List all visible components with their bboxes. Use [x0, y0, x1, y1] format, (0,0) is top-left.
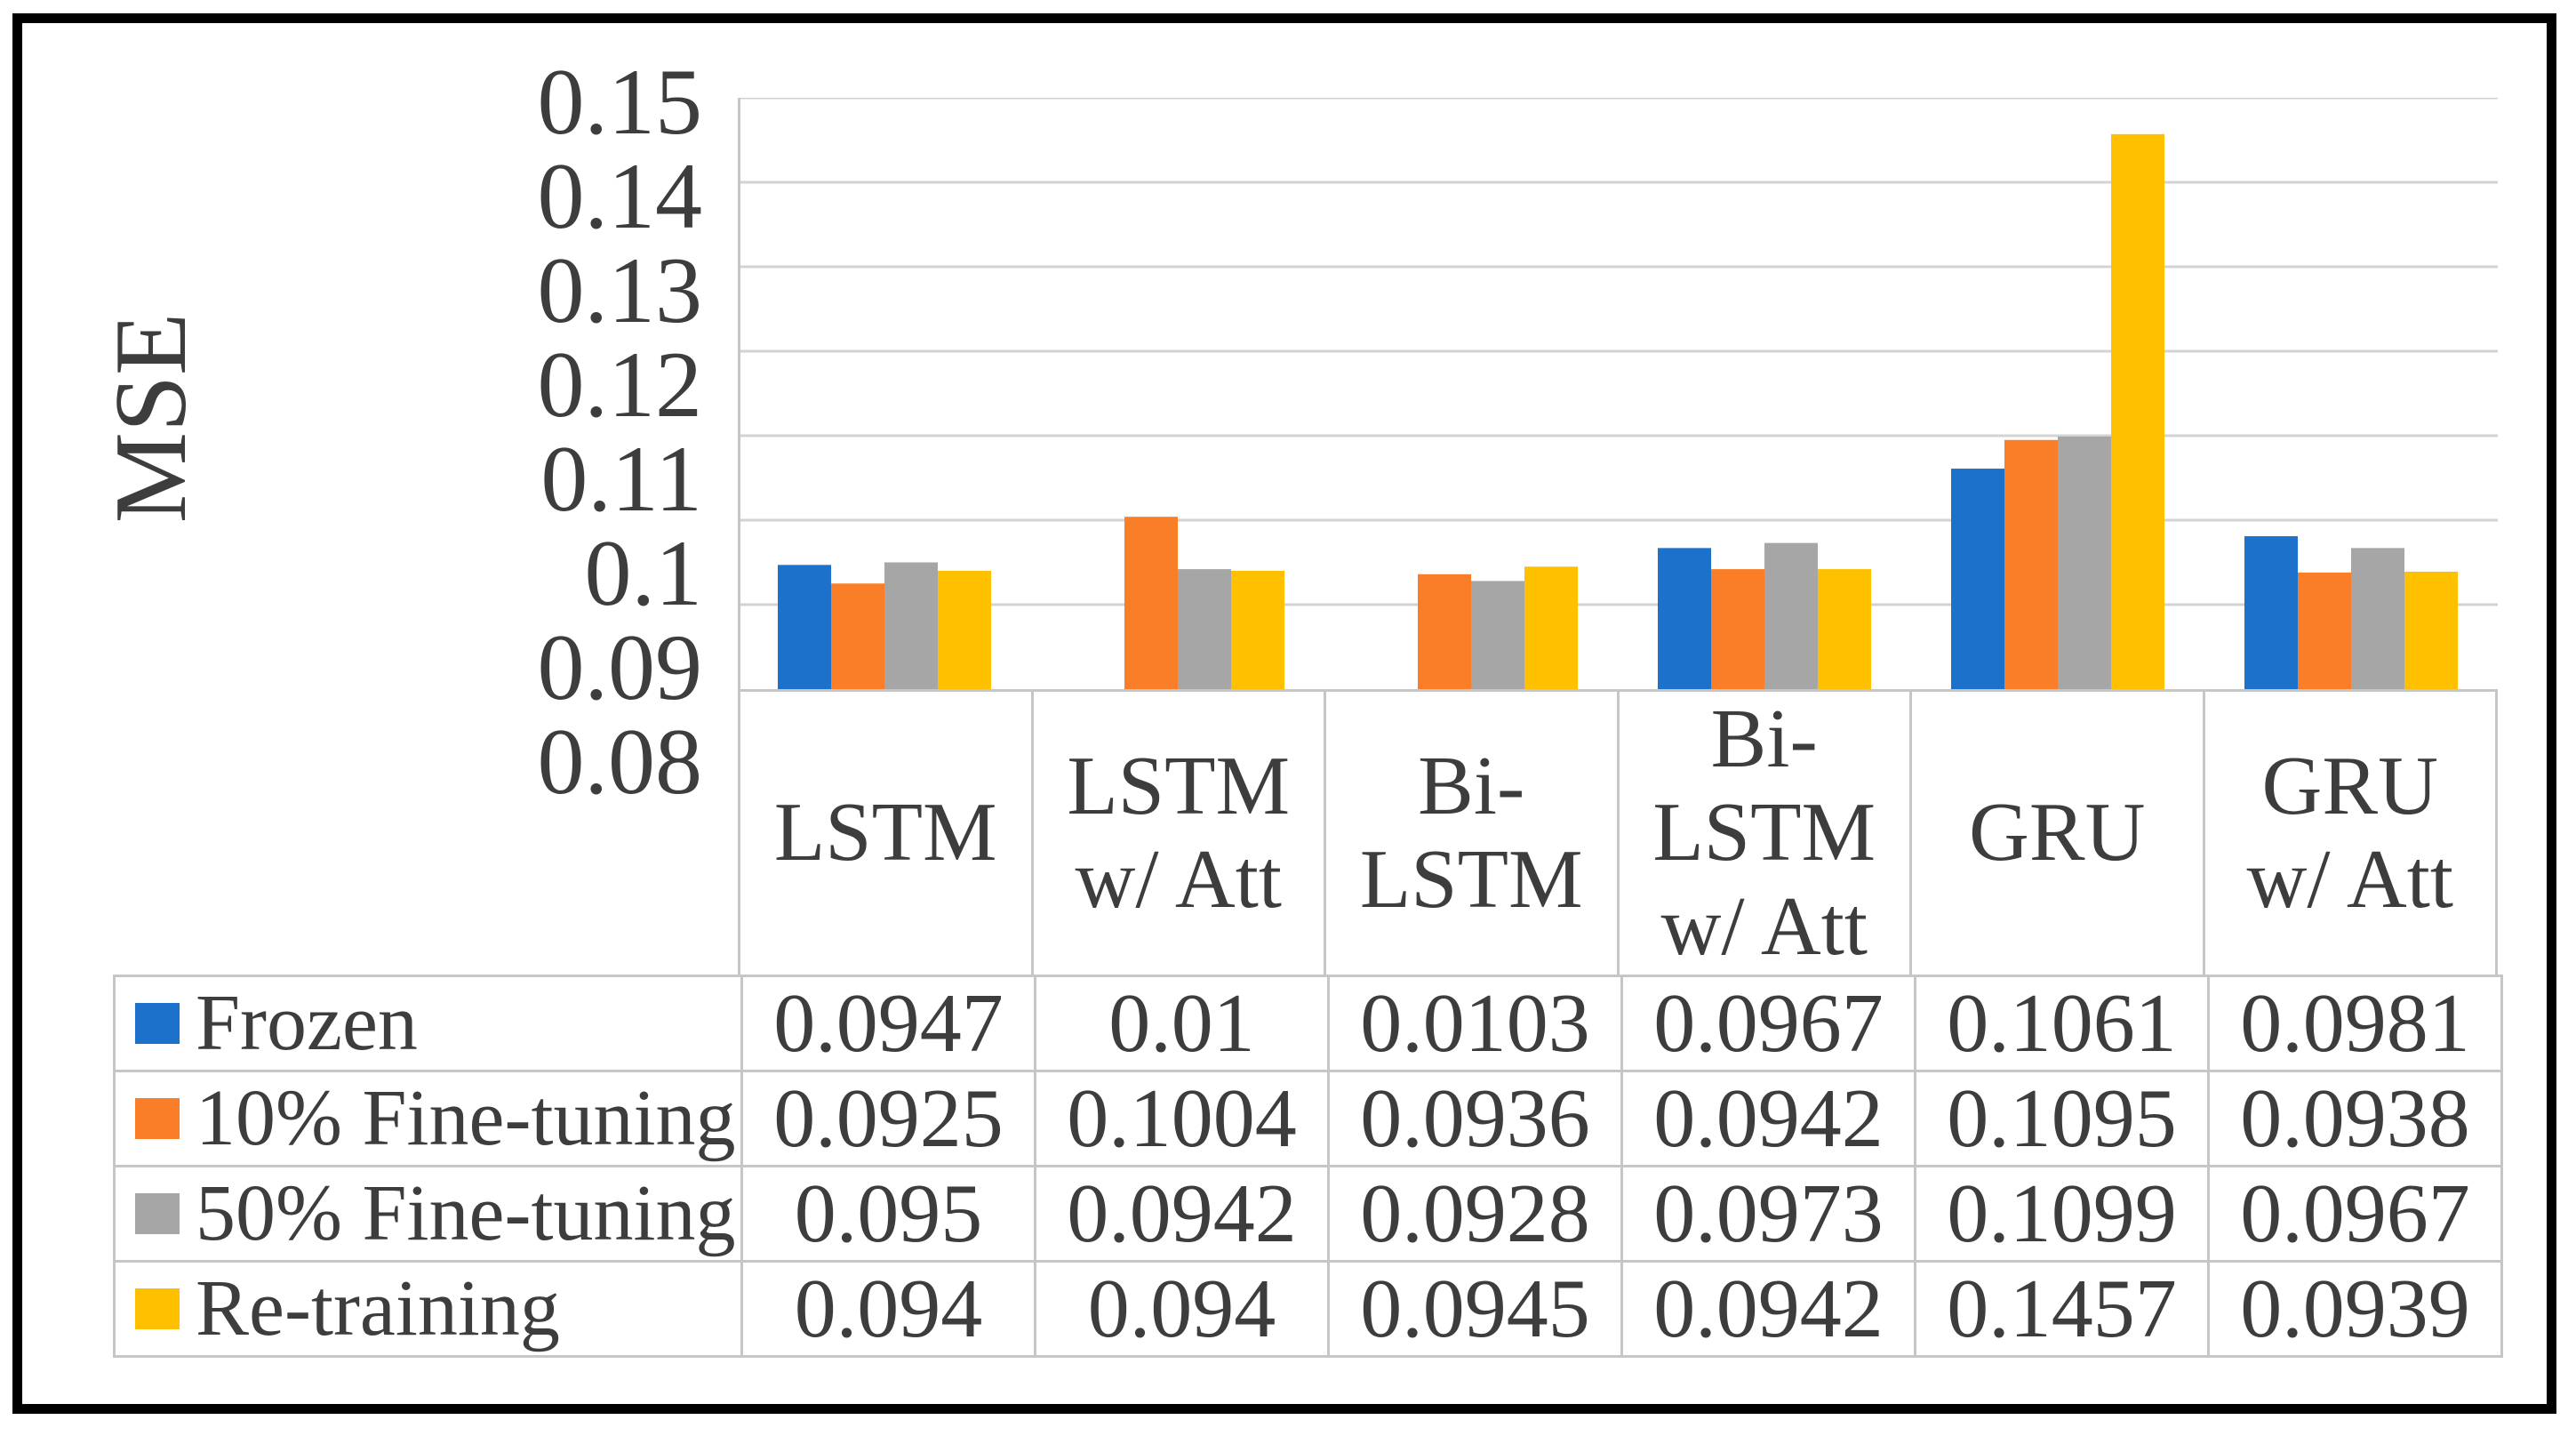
value-cell: 0.0947 [740, 977, 1034, 1070]
data-table-body: Frozen 0.0947 0.01 0.0103 0.0967 0.1061 … [113, 975, 2503, 1358]
value-cell: 0.1457 [1914, 1263, 2207, 1355]
bar-10-fine-tuning-bi-lstm [1418, 574, 1471, 689]
y-tick-label: 0.13 [537, 238, 703, 342]
table-row: Frozen 0.0947 0.01 0.0103 0.0967 0.1061 … [116, 975, 2500, 1070]
bar-re-training-gru [2111, 133, 2164, 689]
bar-50-fine-tuning-bi-lstm [1471, 581, 1524, 689]
value-cell: 0.1004 [1034, 1072, 1327, 1165]
value-cell: 0.0942 [1034, 1167, 1327, 1260]
value-cell: 0.0942 [1620, 1263, 1914, 1355]
legend-swatch-frozen [135, 1003, 180, 1044]
value-cell: 0.0939 [2207, 1263, 2500, 1355]
value-cell: 0.1095 [1914, 1072, 2207, 1165]
bar-10-fine-tuning-gru-w-att [2298, 572, 2351, 689]
value-cell: 0.0967 [2207, 1167, 2500, 1260]
bar-10-fine-tuning-lstm [831, 583, 884, 689]
bar-plot-area [738, 98, 2498, 689]
legend-swatch-10pct-fine-tuning [135, 1098, 180, 1139]
value-cell: 0.0938 [2207, 1072, 2500, 1165]
value-cell: 0.0942 [1620, 1072, 1914, 1165]
column-header-lstm: LSTM [738, 692, 1031, 975]
value-cell: 0.0973 [1620, 1167, 1914, 1260]
value-cell: 0.01 [1034, 977, 1327, 1070]
series-label: 10% Fine-tuning [196, 1074, 736, 1162]
value-cell: 0.0928 [1327, 1167, 1620, 1260]
y-tick-label: 0.09 [537, 615, 703, 719]
value-cell: 0.0945 [1327, 1263, 1620, 1355]
series-label: Frozen [196, 979, 418, 1067]
bar-frozen-bi-lstm-w-att [1658, 548, 1711, 689]
column-header-bi-lstm-w-att: Bi- LSTM w/ Att [1616, 692, 1910, 975]
y-tick-label: 0.1 [584, 521, 703, 625]
column-header-lstm-w-att: LSTM w/ Att [1030, 692, 1324, 975]
bar-re-training-lstm [938, 571, 991, 689]
value-cell: 0.1061 [1914, 977, 2207, 1070]
y-tick-label: 0.14 [537, 144, 703, 248]
legend-cell-frozen: Frozen [116, 977, 740, 1070]
bar-frozen-gru-w-att [2244, 536, 2298, 689]
series-label: Re-training [196, 1264, 560, 1352]
table-row: 50% Fine-tuning 0.095 0.0942 0.0928 0.09… [116, 1165, 2500, 1260]
y-axis-title: MSE [94, 312, 207, 524]
series-label: 50% Fine-tuning [196, 1169, 736, 1257]
legend-cell-re-training: Re-training [116, 1263, 740, 1355]
column-header-gru-w-att: GRU w/ Att [2202, 692, 2496, 975]
y-tick-label: 0.08 [537, 710, 703, 814]
value-cell: 0.0936 [1327, 1072, 1620, 1165]
bar-50-fine-tuning-lstm [884, 562, 938, 689]
y-tick-label: 0.11 [540, 427, 702, 531]
bar-50-fine-tuning-gru [2058, 436, 2111, 689]
legend-cell-50pct-fine-tuning: 50% Fine-tuning [116, 1167, 740, 1260]
legend-swatch-50pct-fine-tuning [135, 1193, 180, 1234]
value-cell: 0.0925 [740, 1072, 1034, 1165]
bar-10-fine-tuning-gru [2004, 439, 2058, 689]
value-cell: 0.095 [740, 1167, 1034, 1260]
y-tick-label: 0.12 [537, 333, 703, 437]
y-tick-label: 0.15 [537, 50, 703, 154]
bar-50-fine-tuning-gru-w-att [2351, 548, 2404, 689]
bar-10-fine-tuning-lstm-w-att [1124, 517, 1178, 689]
figure-border-frame [12, 13, 2556, 1414]
legend-cell-10pct-fine-tuning: 10% Fine-tuning [116, 1072, 740, 1165]
value-cell: 0.0967 [1620, 977, 1914, 1070]
bar-50-fine-tuning-bi-lstm-w-att [1764, 542, 1818, 689]
value-cell: 0.0981 [2207, 977, 2500, 1070]
y-axis-tick-labels: 0.15 0.14 0.13 0.12 0.11 0.1 0.09 0.08 [267, 50, 703, 809]
legend-swatch-re-training [135, 1288, 180, 1329]
bar-re-training-bi-lstm [1524, 566, 1578, 689]
bar-re-training-lstm-w-att [1231, 571, 1284, 689]
bar-re-training-bi-lstm-w-att [1818, 569, 1871, 689]
value-cell: 0.094 [1034, 1263, 1327, 1355]
table-header-row: LSTM LSTM w/ Att Bi- LSTM Bi- LSTM w/ At… [738, 689, 2498, 975]
bar-frozen-gru [1951, 469, 2004, 689]
table-row: 10% Fine-tuning 0.0925 0.1004 0.0936 0.0… [116, 1070, 2500, 1165]
column-header-gru: GRU [1909, 692, 2203, 975]
value-cell: 0.0103 [1327, 977, 1620, 1070]
bar-10-fine-tuning-bi-lstm-w-att [1711, 569, 1764, 689]
column-header-bi-lstm: Bi- LSTM [1324, 692, 1617, 975]
bar-frozen-lstm [778, 565, 831, 689]
table-row: Re-training 0.094 0.094 0.0945 0.0942 0.… [116, 1260, 2500, 1355]
value-cell: 0.1099 [1914, 1167, 2207, 1260]
bar-re-training-gru-w-att [2404, 571, 2458, 689]
value-cell: 0.094 [740, 1263, 1034, 1355]
bar-50-fine-tuning-lstm-w-att [1178, 569, 1231, 689]
